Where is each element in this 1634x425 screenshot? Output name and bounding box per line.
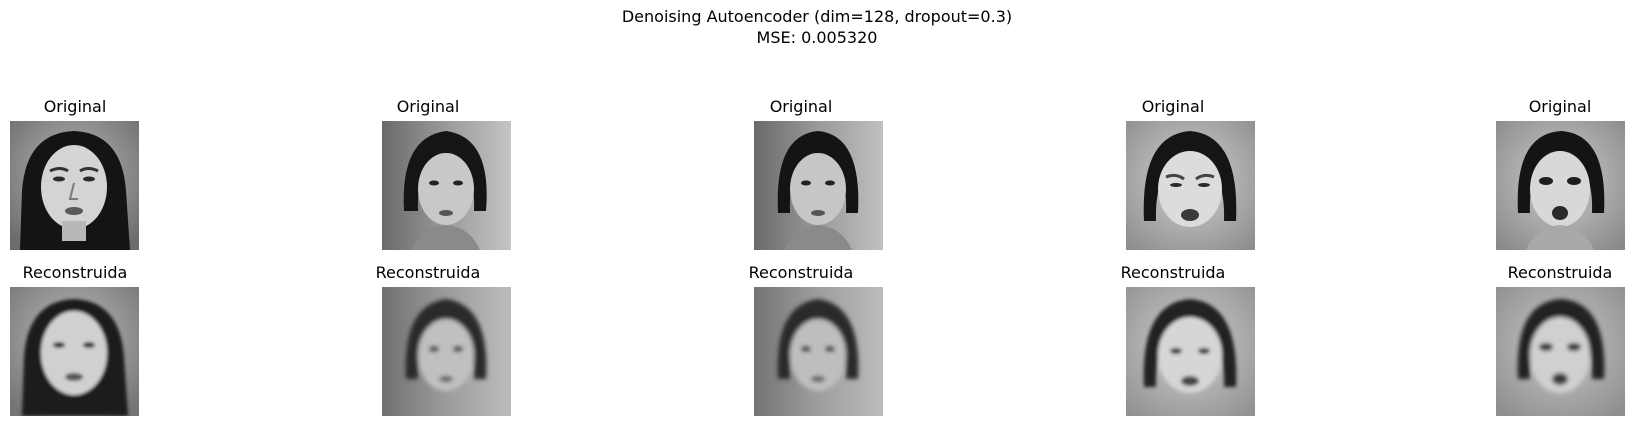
reconstructed-title-3: Reconstruida <box>748 263 854 282</box>
figure-title-line2: MSE: 0.005320 <box>756 28 878 47</box>
original-face-image-2 <box>382 121 511 250</box>
original-title-2: Original <box>396 97 460 116</box>
reconstructed-face-image-4 <box>1126 287 1255 416</box>
original-face-image-3 <box>754 121 883 250</box>
reconstructed-title-2: Reconstruida <box>375 263 481 282</box>
original-title-1: Original <box>43 97 107 116</box>
original-title-5: Original <box>1528 97 1592 116</box>
figure-title-line1: Denoising Autoencoder (dim=128, dropout=… <box>621 7 1013 26</box>
reconstructed-face-image-3 <box>754 287 883 416</box>
original-face-image-1 <box>10 121 139 250</box>
reconstructed-face-image-1 <box>10 287 139 416</box>
reconstructed-title-1: Reconstruida <box>22 263 128 282</box>
reconstructed-face-image-5 <box>1496 287 1625 416</box>
reconstructed-title-5: Reconstruida <box>1507 263 1613 282</box>
original-title-4: Original <box>1141 97 1205 116</box>
reconstructed-face-image-2 <box>382 287 511 416</box>
original-face-image-5 <box>1496 121 1625 250</box>
reconstructed-title-4: Reconstruida <box>1120 263 1226 282</box>
original-face-image-4 <box>1126 121 1255 250</box>
original-title-3: Original <box>769 97 833 116</box>
